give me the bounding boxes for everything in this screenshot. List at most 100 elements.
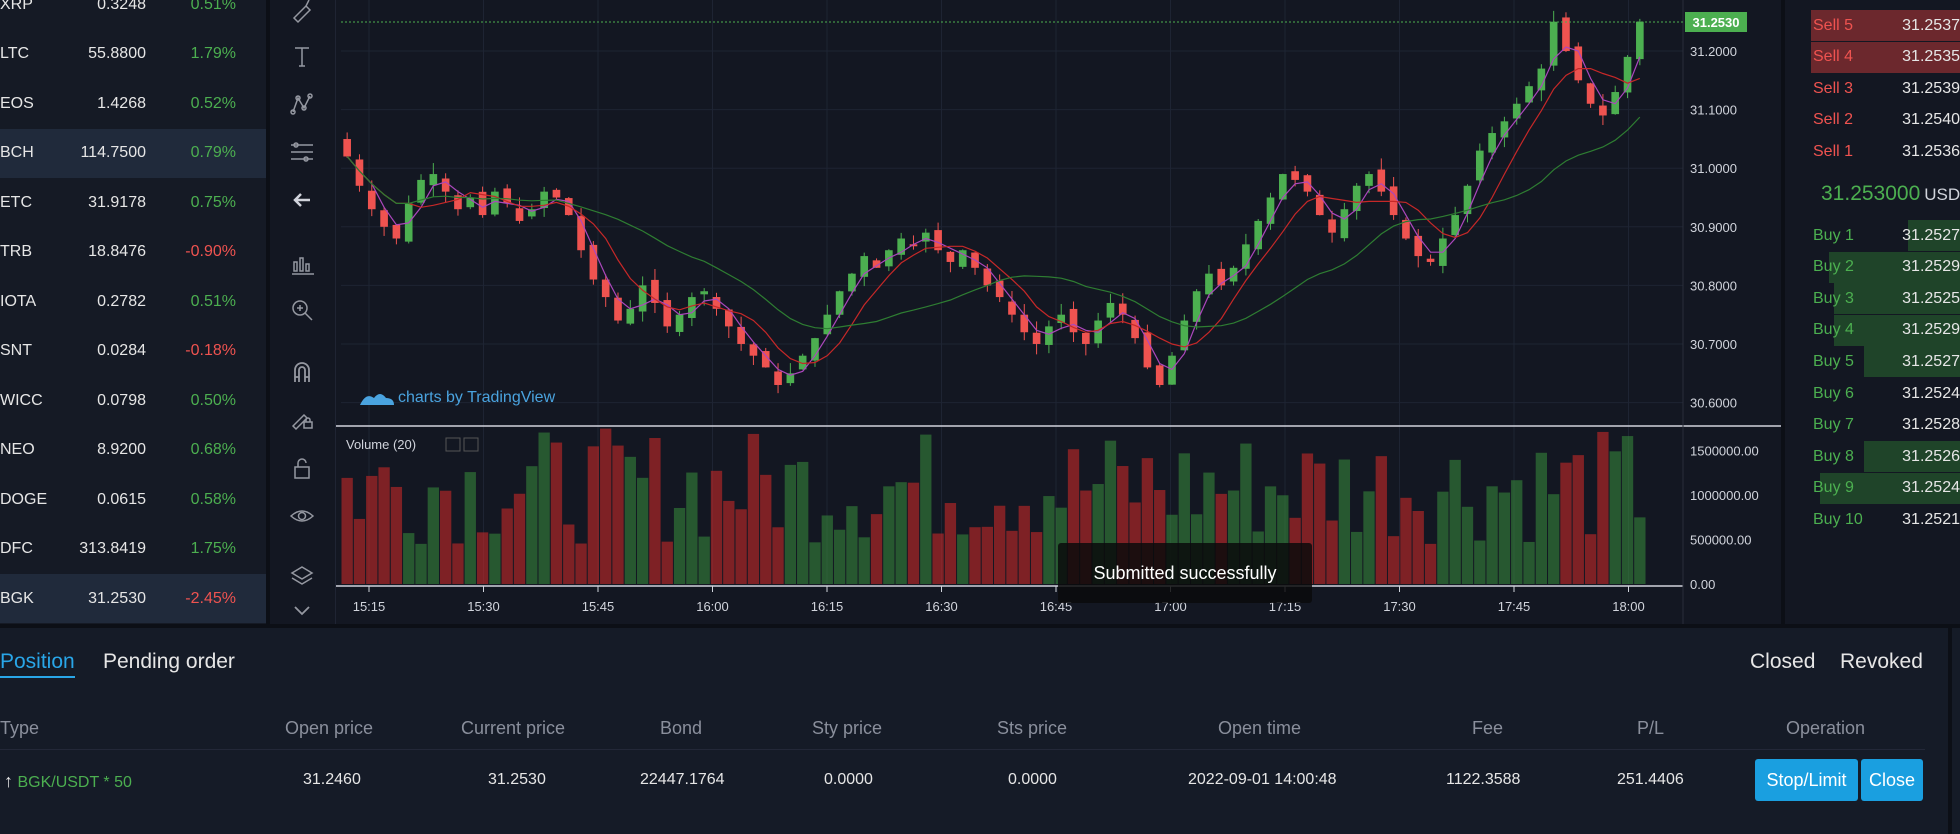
volume-bar bbox=[723, 501, 734, 584]
tab-revoked[interactable]: Revoked bbox=[1840, 650, 1923, 674]
ticker-change: 0.58% bbox=[191, 491, 236, 509]
col-current-price: Current price bbox=[461, 718, 565, 739]
text-icon[interactable] bbox=[286, 40, 318, 72]
candle bbox=[1144, 332, 1152, 367]
volume-bar bbox=[1388, 536, 1399, 584]
zoom-icon[interactable] bbox=[286, 294, 318, 326]
volume-bar bbox=[1363, 491, 1374, 584]
ticker-price: 313.8419 bbox=[79, 540, 146, 558]
price-tick: 31.1000 bbox=[1690, 103, 1737, 118]
col-fee: Fee bbox=[1472, 718, 1503, 739]
level-price: 31.2524 bbox=[1902, 385, 1960, 403]
position-fee: 1122.3588 bbox=[1446, 771, 1520, 789]
fib-icon[interactable] bbox=[286, 136, 318, 168]
volume-bar bbox=[1019, 506, 1030, 584]
candle bbox=[1353, 186, 1361, 211]
volume-bar bbox=[982, 527, 993, 584]
candle bbox=[1587, 83, 1595, 103]
ticker-price: 55.8800 bbox=[88, 45, 146, 63]
candle bbox=[442, 179, 450, 192]
volume-bar bbox=[1376, 456, 1387, 584]
volume-bar bbox=[932, 534, 943, 584]
brush-icon[interactable] bbox=[286, 0, 318, 26]
chevron-down-icon[interactable] bbox=[286, 594, 318, 626]
volume-bar bbox=[551, 443, 562, 584]
pattern-icon[interactable] bbox=[286, 88, 318, 120]
tab-position[interactable]: Position bbox=[0, 650, 75, 678]
volume-bar bbox=[920, 435, 931, 584]
close-position-button[interactable]: Close bbox=[1861, 759, 1923, 801]
candle bbox=[1168, 356, 1176, 385]
tab-pending-order[interactable]: Pending order bbox=[103, 650, 235, 674]
position-bond: 22447.1764 bbox=[640, 771, 725, 789]
close-icon[interactable] bbox=[464, 438, 478, 451]
level-price: 31.2526 bbox=[1902, 448, 1960, 466]
layers-icon[interactable] bbox=[286, 560, 318, 592]
candle bbox=[516, 208, 524, 221]
scrollbar[interactable] bbox=[1948, 628, 1952, 834]
volume-bar bbox=[563, 525, 574, 584]
ticker-change: 0.68% bbox=[191, 441, 236, 459]
volume-bar bbox=[735, 509, 746, 584]
level-price: 31.2539 bbox=[1902, 80, 1960, 98]
stop-limit-button[interactable]: Stop/Limit bbox=[1755, 759, 1858, 801]
eye-icon[interactable] bbox=[286, 500, 318, 532]
volume-bar bbox=[1585, 534, 1596, 584]
tradingview-logo-icon bbox=[360, 394, 394, 405]
position-pl: 251.4406 bbox=[1617, 771, 1684, 789]
volume-bar bbox=[1031, 532, 1042, 584]
ma-slow-line bbox=[347, 117, 1640, 329]
volume-bar bbox=[1351, 532, 1362, 584]
volume-bar bbox=[748, 434, 759, 584]
indicator-icon[interactable] bbox=[286, 248, 318, 280]
ticker-change: 0.50% bbox=[191, 392, 236, 410]
candle bbox=[1008, 302, 1016, 315]
candle bbox=[688, 297, 696, 318]
ticker-symbol: IOTA bbox=[0, 293, 36, 311]
ticker-price: 1.4268 bbox=[97, 95, 146, 113]
settings-icon[interactable] bbox=[446, 438, 460, 451]
back-arrow-icon[interactable] bbox=[286, 184, 318, 216]
lock-drawing-icon[interactable] bbox=[286, 402, 318, 434]
candle bbox=[553, 190, 561, 198]
tab-closed[interactable]: Closed bbox=[1750, 650, 1815, 674]
volume-bar bbox=[415, 544, 426, 584]
ticker-symbol: LTC bbox=[0, 45, 29, 63]
volume-bar bbox=[625, 457, 636, 584]
level-label: Buy 10 bbox=[1813, 511, 1863, 529]
ticker-change: 0.52% bbox=[191, 95, 236, 113]
ticker-price: 8.9200 bbox=[97, 441, 146, 459]
magnet-icon[interactable] bbox=[286, 356, 318, 388]
volume-bar bbox=[957, 534, 968, 584]
lock-icon[interactable] bbox=[286, 452, 318, 484]
